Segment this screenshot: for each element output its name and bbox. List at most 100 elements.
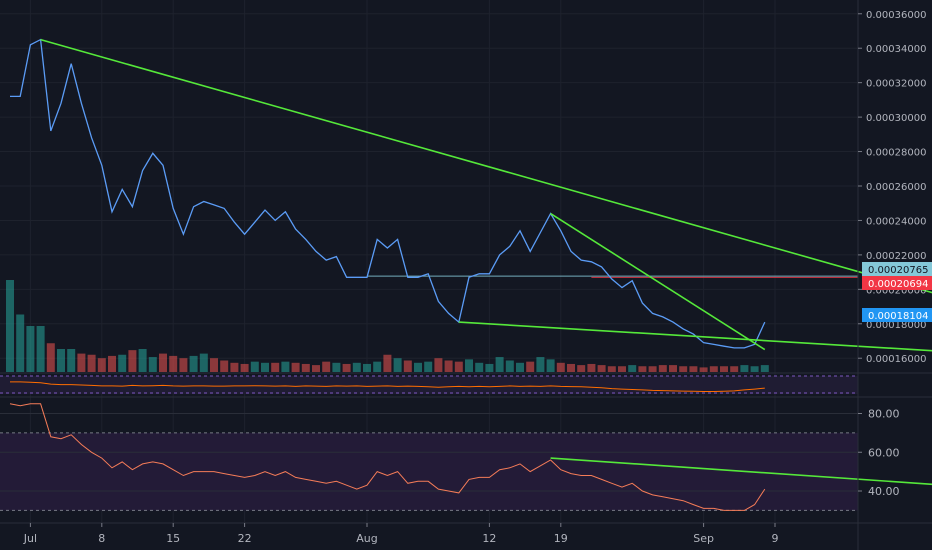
volume-bar xyxy=(628,365,637,372)
rsi-line xyxy=(9,403,766,511)
price-grid xyxy=(0,13,858,359)
volume-bar xyxy=(383,354,392,372)
volume-bar xyxy=(750,366,759,372)
volume-bar xyxy=(434,358,443,372)
rsi-axis-label: 60.00 xyxy=(868,446,900,459)
volume-bar xyxy=(597,365,606,372)
volume-bar xyxy=(6,280,14,372)
volume-bar xyxy=(638,366,647,372)
volume-bar xyxy=(658,365,667,372)
volume-bar xyxy=(77,353,86,372)
time-axis-label: Jul xyxy=(23,532,37,545)
volume-bar xyxy=(516,362,524,372)
price-tag-labels: 0.00020765 0.00020694 0.00018104 xyxy=(862,262,932,322)
volume-bar xyxy=(475,362,484,372)
volume-bar xyxy=(689,366,698,372)
volume-bar xyxy=(577,365,586,372)
time-axis-label: Sep xyxy=(693,532,714,545)
time-axis-label: 9 xyxy=(772,532,779,545)
volume-bar xyxy=(322,361,331,372)
price-axis-label: 0.00022000 xyxy=(866,251,926,262)
volume-bar xyxy=(414,362,422,372)
volume-bar xyxy=(16,314,25,372)
price-axis-label: 0.00018000 xyxy=(866,320,926,331)
volume-bar xyxy=(301,363,310,372)
price-axis-label: 0.00032000 xyxy=(866,79,926,90)
volume-bar xyxy=(444,360,453,372)
volume-bar xyxy=(618,366,626,372)
volume-bar xyxy=(291,362,300,372)
volume-bars xyxy=(6,280,769,372)
volume-bar xyxy=(108,355,116,372)
oscillator-pane xyxy=(0,375,858,394)
price-axis-label: 0.00036000 xyxy=(866,10,926,21)
price-trendline-1 xyxy=(550,212,766,351)
volume-bar xyxy=(342,363,351,372)
price-tag-label: 0.00020694 xyxy=(868,279,928,290)
rsi-band-lines xyxy=(0,432,858,511)
price-tag-bg-2 xyxy=(862,308,932,322)
volume-bar xyxy=(128,350,137,372)
volume-bar xyxy=(159,353,167,372)
price-tag-bg-0 xyxy=(862,262,932,276)
volume-bar xyxy=(679,366,688,372)
oscillator-line xyxy=(10,381,765,392)
volume-bar xyxy=(169,355,178,372)
horizontal-lines xyxy=(367,275,858,278)
rsi-trendline-0 xyxy=(550,457,932,486)
volume-bar xyxy=(669,365,677,372)
time-axis-label: 19 xyxy=(554,532,568,545)
price-axis-label: 0.00020000 xyxy=(866,285,926,296)
price-axis-label: 0.00028000 xyxy=(866,148,926,159)
volume-bar xyxy=(57,349,65,372)
volume-bar xyxy=(709,366,718,372)
volume-bar xyxy=(230,362,239,372)
volume-bar xyxy=(36,326,45,372)
volume-bar xyxy=(332,362,341,372)
volume-bar xyxy=(699,367,708,372)
volume-bar xyxy=(220,360,229,372)
time-axis-label: Aug xyxy=(356,532,377,545)
volume-bar xyxy=(526,361,535,372)
volume-bar xyxy=(261,362,269,372)
volume-bar xyxy=(179,358,188,372)
volume-bar xyxy=(148,357,157,372)
volume-bar xyxy=(485,363,494,372)
price-tag-label: 0.00018104 xyxy=(868,311,928,322)
volume-bar xyxy=(465,359,473,372)
volume-bar xyxy=(352,362,361,372)
volume-bar xyxy=(373,361,382,372)
volume-bar xyxy=(199,353,208,372)
price-line xyxy=(10,38,766,349)
volume-bar xyxy=(720,366,728,372)
volume-bar xyxy=(740,365,749,372)
volume-bar xyxy=(46,343,55,372)
volume-bar xyxy=(393,358,402,372)
price-axis-label: 0.00024000 xyxy=(866,216,926,227)
volume-bar xyxy=(189,355,198,372)
rsi-band xyxy=(0,432,858,511)
volume-bar xyxy=(210,358,218,372)
volume-bar xyxy=(363,363,371,372)
volume-bar xyxy=(546,359,555,372)
rsi-axis-label: 40.00 xyxy=(868,485,900,498)
time-axis-labels: Jul 8 15 22 Aug 12 19 Sep 9 xyxy=(23,523,779,545)
price-axis-labels: 0.00016000 0.00018000 0.00020000 0.00022000… xyxy=(858,10,926,365)
rsi-trendlines xyxy=(550,457,932,486)
price-tag-label: 0.00020765 xyxy=(868,265,928,276)
volume-bar xyxy=(26,326,35,372)
rsi-pane xyxy=(0,403,932,511)
volume-bar xyxy=(271,362,280,372)
volume-bar xyxy=(138,349,147,372)
price-axis-label: 0.00030000 xyxy=(866,113,926,124)
volume-bar xyxy=(536,357,545,372)
volume-bar xyxy=(760,365,769,372)
price-tag-bg-1 xyxy=(862,276,932,290)
volume-bar xyxy=(730,366,739,372)
time-axis-label: 12 xyxy=(482,532,496,545)
price-trendline-2 xyxy=(458,321,932,352)
volume-bar xyxy=(587,363,596,372)
volume-bar xyxy=(454,361,463,372)
time-axis-label: 22 xyxy=(238,532,252,545)
